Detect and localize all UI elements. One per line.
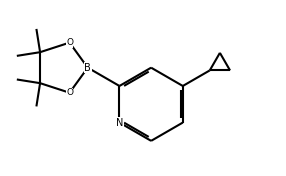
Text: O: O (66, 88, 73, 97)
Text: N: N (116, 118, 123, 128)
Text: B: B (84, 63, 91, 73)
Text: O: O (66, 38, 73, 47)
